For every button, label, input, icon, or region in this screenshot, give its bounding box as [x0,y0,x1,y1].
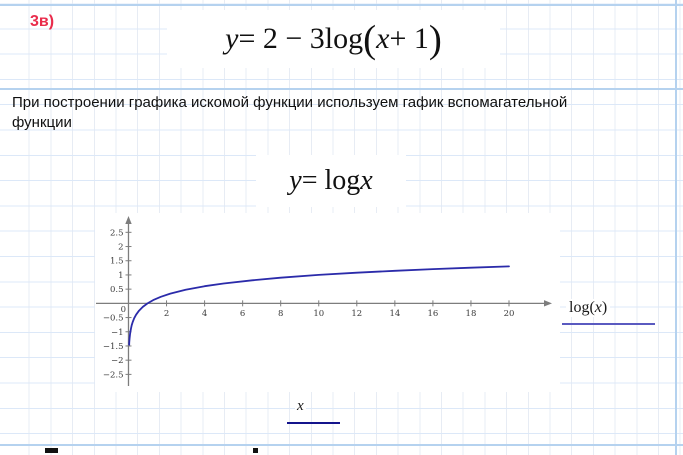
svg-text:−2: −2 [111,356,124,366]
log-plot: 2 4 6 8 10 12 14 16 18 20 2.5 2 1.5 1 0.5 0−0.5 −1 −1.5 −2… [96,216,552,386]
svg-text:20: 20 [504,309,515,319]
explanation-text: При построении графика искомой функции и… [12,94,568,131]
legend-label: log(x) [566,299,611,317]
x-axis-caption-underline [287,422,340,424]
svg-text:14: 14 [389,309,400,319]
svg-text:1.5: 1.5 [110,257,124,267]
log-plot-container: 2 4 6 8 10 12 14 16 18 20 2.5 2 1.5 1 0.5 0 −0.5 −1 −1.5 −2… [95,213,560,392]
svg-text:2: 2 [118,243,123,253]
svg-text:16: 16 [427,309,438,319]
svg-text:12: 12 [351,309,362,319]
svg-text:18: 18 [466,309,477,319]
svg-text:−1: −1 [111,328,124,338]
svg-text:4: 4 [202,309,207,319]
formula-aux: y = log x [256,155,406,207]
grid-strong-line-middle [0,88,683,90]
svg-text:−1.5: −1.5 [103,342,124,352]
svg-text:−2.5: −2.5 [103,370,124,380]
svg-text:8: 8 [278,309,283,319]
formula-main: y = 2 − 3log(x + 1) [167,10,500,68]
svg-text:6: 6 [240,309,245,319]
cutoff-text-fragment [253,448,258,453]
svg-text:0.5: 0.5 [110,285,124,295]
cutoff-text-fragment [45,448,58,453]
svg-text:0: 0 [121,305,126,315]
grid-strong-line-bottom [0,444,683,446]
svg-text:2.5: 2.5 [110,228,124,238]
svg-text:−0.5: −0.5 [103,314,124,324]
svg-text:10: 10 [313,309,324,319]
grid-strong-line-right [675,0,677,455]
svg-text:1: 1 [118,271,123,281]
exercise-label: 3в) [30,13,55,30]
svg-text:2: 2 [164,309,169,319]
x-axis-caption: x [295,398,306,415]
legend-underline [562,323,655,325]
grid-strong-line-top [0,4,683,6]
